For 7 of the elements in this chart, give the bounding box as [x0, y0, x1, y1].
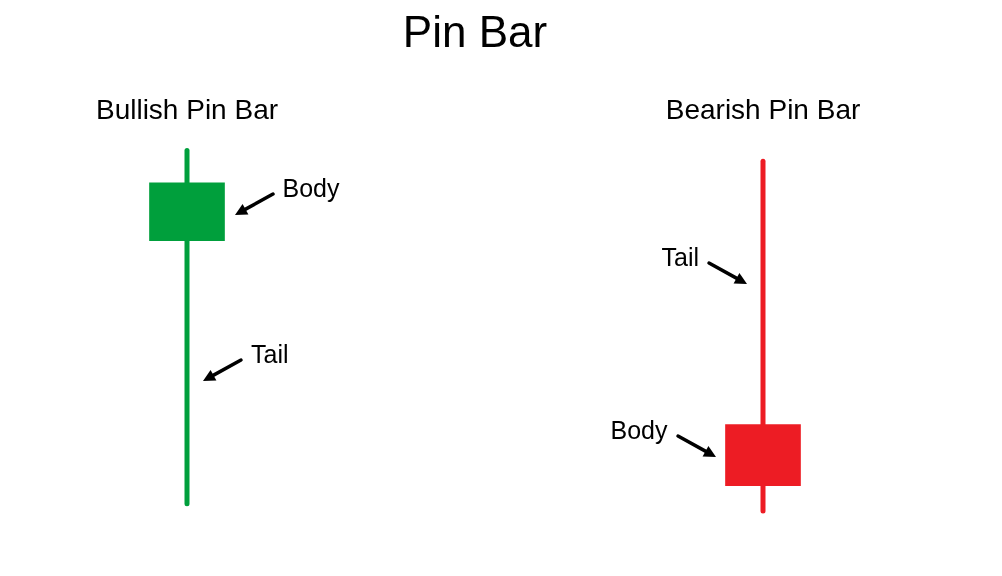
annotation: Tail	[251, 340, 289, 369]
annotation: Body	[282, 174, 340, 203]
annotation: Tail	[661, 242, 699, 271]
annotation: Body	[610, 415, 668, 444]
x-tick-label: Bullish Pin Bar	[95, 94, 279, 126]
x-tick-label: Bearish Pin Bar	[665, 94, 861, 126]
chart-title: Pin Bar	[402, 6, 548, 56]
